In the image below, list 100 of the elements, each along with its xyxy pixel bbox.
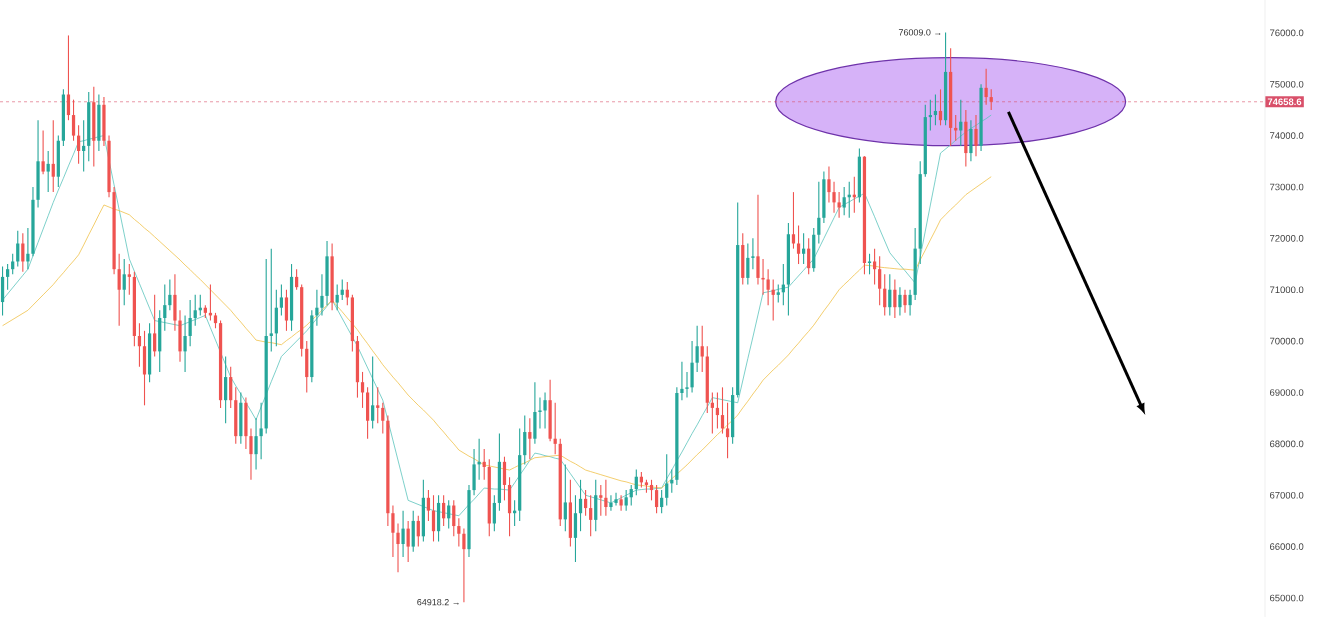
- candlestick: [751, 237, 755, 270]
- candlestick: [872, 248, 877, 286]
- candlestick: [938, 88, 943, 126]
- candlestick: [756, 194, 760, 286]
- candlestick: [153, 294, 157, 358]
- candlestick: [376, 386, 380, 424]
- candlestick: [908, 289, 912, 316]
- candlestick: [685, 371, 689, 399]
- candlestick: [6, 263, 10, 291]
- candlestick: [259, 402, 263, 460]
- candlestick: [766, 268, 770, 306]
- candlestick: [878, 255, 882, 306]
- y-tick-label: 65000.0: [1270, 594, 1304, 602]
- candlestick: [117, 253, 121, 327]
- candlestick: [796, 224, 801, 265]
- candlestick: [984, 68, 988, 106]
- candlestick: [183, 314, 187, 373]
- candlestick: [867, 253, 872, 275]
- candlestick: [269, 248, 273, 352]
- y-tick-label: 66000.0: [1270, 543, 1304, 550]
- candlestick: [695, 325, 699, 373]
- candlestick: [381, 402, 385, 435]
- candlestick: [137, 322, 142, 368]
- candlestick: [21, 232, 25, 273]
- candlestick: [431, 494, 436, 543]
- candlestick: [660, 489, 664, 514]
- candlestick: [614, 492, 618, 507]
- candlestick: [609, 494, 613, 512]
- candlestick: [442, 494, 446, 527]
- candlestick: [294, 268, 299, 291]
- candlestick: [71, 99, 76, 142]
- candlestick: [827, 165, 831, 203]
- candlestick: [538, 397, 542, 429]
- candlestick: [619, 494, 623, 512]
- candlestick: [883, 273, 887, 316]
- candlestick: [583, 489, 588, 517]
- candlestick: [898, 286, 902, 316]
- candlestick: [933, 93, 938, 126]
- candlestick: [665, 453, 669, 507]
- annotation: 64918.2 →: [417, 599, 459, 606]
- annotation: 76009.0 →: [898, 29, 941, 36]
- candlestick: [502, 456, 507, 501]
- candlestick: [66, 34, 71, 121]
- candlestick: [599, 484, 603, 517]
- y-tick-label: 68000.0: [1270, 440, 1304, 448]
- candlestick: [284, 289, 289, 332]
- candlestick: [462, 528, 466, 603]
- candlestick: [371, 355, 375, 429]
- candlestick: [563, 463, 567, 532]
- candlestick: [360, 371, 365, 409]
- candlestick: [974, 114, 978, 157]
- candlestick: [168, 278, 172, 311]
- candlestick: [604, 479, 608, 517]
- y-tick-label: 76000.0: [1270, 29, 1304, 37]
- candlestick: [396, 522, 400, 573]
- candlestick: [715, 391, 720, 429]
- candlestick: [903, 289, 907, 314]
- candlestick: [16, 230, 20, 268]
- candlestick: [416, 515, 420, 548]
- candlestick: [254, 417, 258, 471]
- candlestick: [320, 273, 324, 316]
- y-tick-label: 71000.0: [1270, 286, 1304, 294]
- y-tick-label: 70000.0: [1270, 337, 1304, 345]
- candlestick: [746, 242, 750, 286]
- candlestick: [401, 510, 405, 558]
- candlestick: [51, 119, 55, 193]
- ref-line-label: 74658.6: [1267, 98, 1302, 106]
- y-tick-label: 69000.0: [1270, 389, 1304, 396]
- candlestick: [989, 88, 993, 111]
- candlestick: [315, 289, 319, 327]
- candlestick: [720, 386, 725, 435]
- candlestick: [41, 129, 45, 175]
- candlestick: [492, 494, 496, 532]
- candlestick: [193, 294, 197, 327]
- candlestick: [654, 484, 659, 514]
- candlestick: [624, 489, 628, 512]
- candlestick: [634, 468, 638, 496]
- candlestick: [725, 402, 730, 459]
- candlestick: [122, 258, 126, 306]
- y-tick-label: 73000.0: [1270, 183, 1304, 191]
- candlestick: [528, 417, 532, 460]
- candlestick: [457, 517, 461, 548]
- y-tick-label: 67000.0: [1270, 491, 1304, 499]
- candlestick: [26, 227, 30, 270]
- candlestick: [163, 284, 167, 332]
- candlestick: [249, 427, 253, 481]
- candlestick: [700, 325, 704, 373]
- candlestick: [46, 150, 50, 193]
- y-tick-label: 75000.0: [1270, 80, 1304, 88]
- y-tick-label: 72000.0: [1270, 235, 1304, 242]
- candlestick: [817, 181, 821, 245]
- candlestick: [224, 355, 228, 424]
- candlestick: [76, 124, 81, 165]
- candlestick: [188, 299, 192, 347]
- candlestick: [11, 253, 15, 275]
- candlestick: [335, 284, 339, 311]
- candlestick: [589, 494, 593, 537]
- candlestick: [279, 284, 284, 316]
- candlestick: [452, 499, 456, 537]
- candlestick: [426, 489, 431, 522]
